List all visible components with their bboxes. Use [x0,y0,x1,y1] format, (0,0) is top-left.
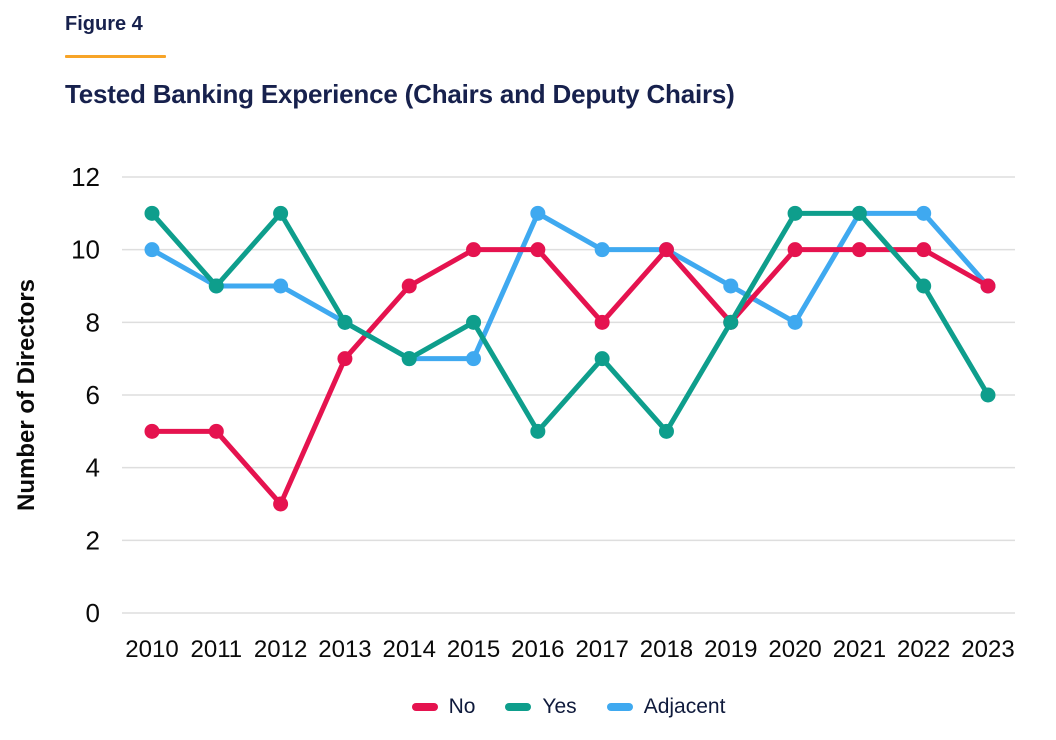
legend-label-adjacent: Adjacent [643,695,726,718]
y-axis-tick-label: 0 [86,598,100,628]
data-point-no-2014 [401,278,417,294]
data-point-yes-2016 [530,423,546,439]
data-point-adjacent-2015 [466,351,482,367]
data-point-adjacent-2019 [723,278,739,294]
legend-marker-yes [505,703,532,711]
series-line-yes [149,210,991,434]
data-point-no-2010 [144,423,160,439]
data-point-yes-2013 [337,314,353,330]
data-point-yes-2012 [273,205,289,221]
legend-marker-no [411,703,438,711]
data-point-adjacent-2017 [594,242,610,258]
data-point-yes-2021 [851,205,867,221]
data-point-yes-2019 [723,314,739,330]
data-point-adjacent-2020 [787,314,803,330]
chart-title: Tested Banking Experience (Chairs and De… [65,79,735,109]
data-point-adjacent-2022 [916,205,932,221]
x-axis-tick-label: 2014 [383,636,436,663]
y-axis-tick-label: 2 [86,525,100,555]
legend-label-yes: Yes [542,695,577,718]
y-axis-tick-label: 12 [71,162,100,192]
accent-rule [65,55,166,58]
data-point-no-2015 [466,242,482,258]
data-point-yes-2014 [401,351,417,367]
data-point-yes-2022 [916,278,932,294]
data-point-no-2012 [273,496,289,512]
y-axis-tick-label: 4 [86,453,100,483]
x-axis-tick-label: 2019 [704,636,757,663]
data-point-no-2021 [851,242,867,258]
x-axis-tick-label: 2022 [897,636,950,663]
series-line-no [149,247,991,507]
line-chart: 0 2 4 6 8 10 12 2010 2011 2012 2013 2014 2015 2016 201… [0,150,1056,680]
x-axis-tick-label: 2010 [125,636,178,663]
x-axis-tick-label: 2023 [961,636,1014,663]
data-point-yes-2010 [144,205,160,221]
chart-legend: No Yes Adjacent [122,690,1015,724]
data-point-adjacent-2010 [144,242,160,258]
data-point-yes-2018 [658,423,674,439]
data-point-no-2018 [658,242,674,258]
x-axis-tick-label: 2021 [833,636,886,663]
y-axis-tick-label: 10 [71,235,100,265]
chart-canvas: 0 2 4 6 8 10 12 2010 2011 2012 2013 2014 2015 2016 201… [13,162,1015,663]
legend-item-no[interactable]: No [411,695,476,719]
data-point-yes-2011 [208,278,224,294]
x-axis-tick-label: 2013 [318,636,371,663]
figure-label: Figure 4 [65,13,143,35]
data-point-no-2011 [208,423,224,439]
data-point-adjacent-2012 [273,278,289,294]
legend-item-adjacent[interactable]: Adjacent [606,695,726,719]
x-axis-tick-label: 2017 [575,636,628,663]
legend-item-yes[interactable]: Yes [505,695,577,719]
x-axis-tick-label: 2016 [511,636,564,663]
x-axis-tick-label: 2018 [640,636,693,663]
data-point-yes-2020 [787,205,803,221]
data-point-yes-2023 [980,387,996,403]
y-axis-title: Number of Directors [13,279,40,511]
data-point-no-2017 [594,314,610,330]
x-axis-tick-label: 2012 [254,636,307,663]
y-axis-tick-label: 8 [86,307,100,337]
data-point-no-2013 [337,351,353,367]
data-point-no-2016 [530,242,546,258]
legend-marker-adjacent [606,703,633,711]
data-point-no-2023 [980,278,996,294]
series-line-adjacent [149,210,991,362]
data-point-no-2022 [916,242,932,258]
data-point-adjacent-2016 [530,205,546,221]
data-point-no-2020 [787,242,803,258]
x-axis-tick-label: 2011 [191,636,243,663]
x-axis-tick-label: 2015 [447,636,500,663]
x-axis-tick-label: 2020 [768,636,821,663]
legend-label-no: No [448,695,476,718]
y-axis-tick-label: 6 [86,380,100,410]
data-point-yes-2015 [466,314,482,330]
data-point-yes-2017 [594,351,610,367]
